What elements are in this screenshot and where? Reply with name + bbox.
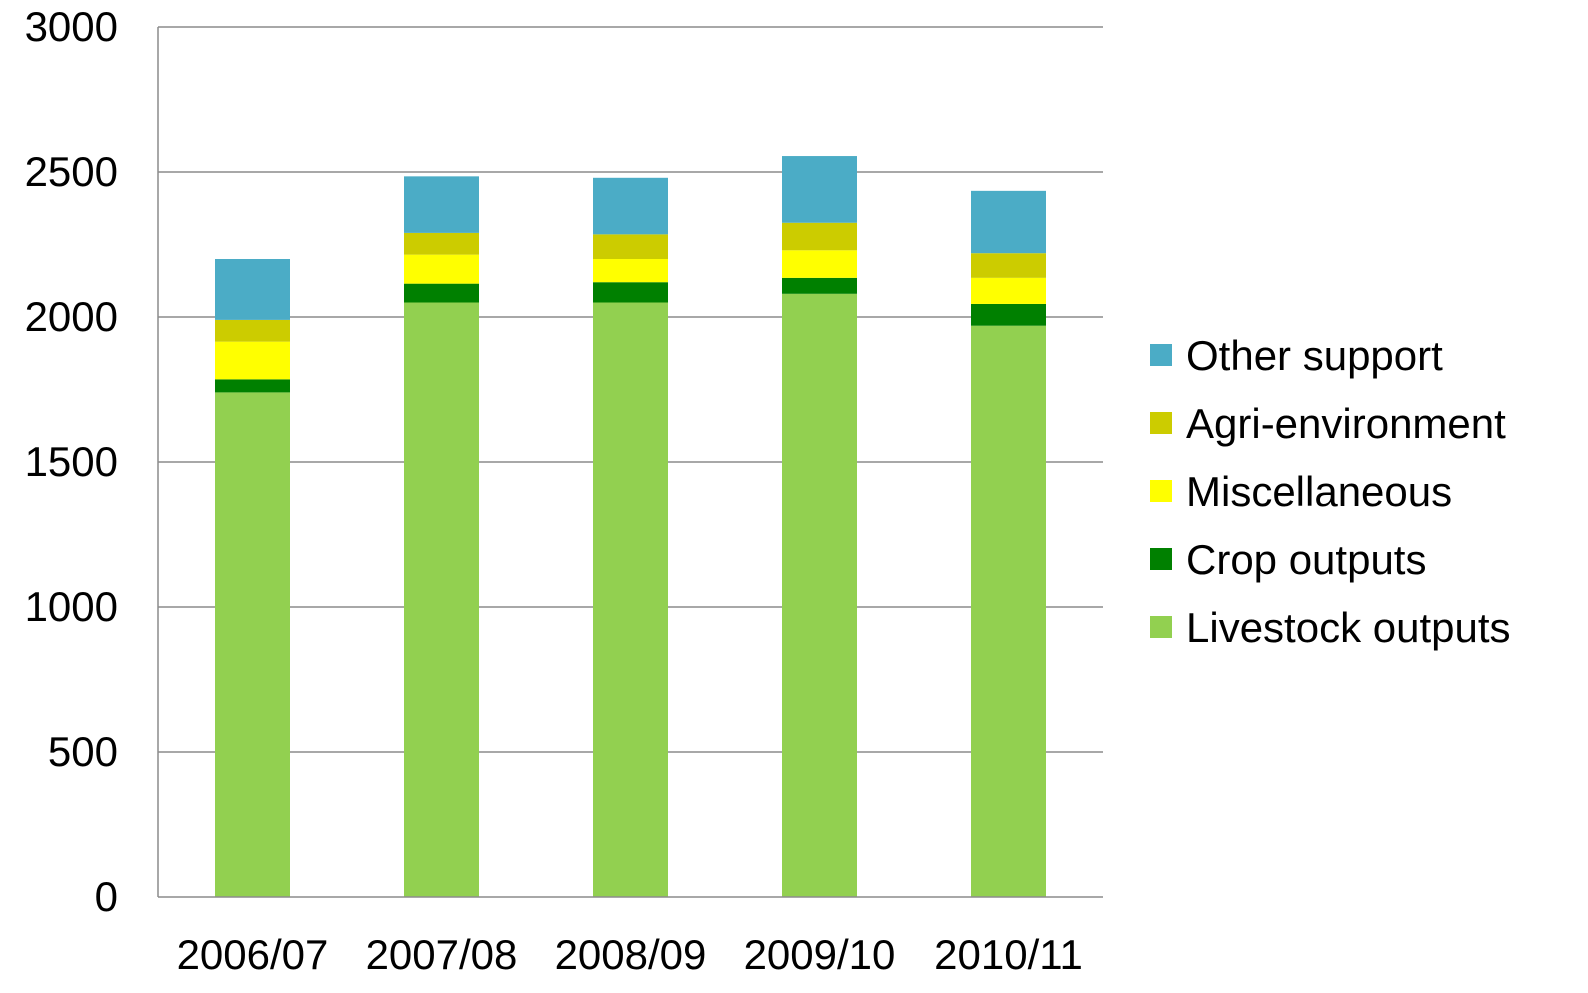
y-axis-ticks: 0 500 1000 1500 2000 2500 3000 [25, 3, 118, 920]
bar-other-support-2007-08 [404, 176, 479, 233]
legend-label-agri-environment: Agri-environment [1186, 400, 1506, 447]
bar-crop-outputs-2006-07 [215, 379, 290, 393]
bar-other-support-2006-07 [215, 259, 290, 320]
y-tick-label-0: 0 [95, 873, 118, 920]
bar-other-support-2008-09 [593, 177, 668, 235]
bar-agri-environment-2009-10 [782, 222, 857, 251]
y-tick-label-3000: 3000 [25, 3, 118, 50]
axes [157, 27, 1103, 898]
legend-label-livestock-outputs: Livestock outputs [1186, 604, 1511, 651]
x-tick-label-2006-07: 2006/07 [177, 931, 329, 978]
legend-item-agri-environment: Agri-environment [1150, 400, 1506, 447]
bar-agri-environment-2010-11 [971, 253, 1046, 278]
legend-swatch-miscellaneous [1150, 480, 1172, 502]
legend-item-crop-outputs: Crop outputs [1150, 536, 1426, 583]
x-tick-label-2007-08: 2007/08 [366, 931, 518, 978]
legend-item-miscellaneous: Miscellaneous [1150, 468, 1452, 515]
bar-crop-outputs-2007-08 [404, 283, 479, 303]
bar-crop-outputs-2010-11 [971, 303, 1046, 326]
bar-miscellaneous-2006-07 [215, 341, 290, 380]
bar-miscellaneous-2007-08 [404, 254, 479, 284]
y-tick-label-2500: 2500 [25, 148, 118, 195]
x-axis-ticks: 2006/07 2007/08 2008/09 2009/10 2010/11 [177, 931, 1083, 978]
bars [215, 156, 1046, 897]
bar-miscellaneous-2008-09 [593, 259, 668, 283]
bar-livestock-outputs-2006-07 [215, 392, 290, 897]
bar-crop-outputs-2008-09 [593, 282, 668, 303]
legend-swatch-agri-environment [1150, 412, 1172, 434]
legend: Other support Agri-environment Miscellaneo… [1150, 332, 1511, 651]
legend-swatch-livestock-outputs [1150, 616, 1172, 638]
legend-item-livestock-outputs: Livestock outputs [1150, 604, 1511, 651]
legend-label-miscellaneous: Miscellaneous [1186, 468, 1452, 515]
legend-swatch-other-support [1150, 344, 1172, 366]
bar-other-support-2010-11 [971, 190, 1046, 254]
bar-agri-environment-2007-08 [404, 232, 479, 255]
x-tick-label-2008-09: 2008/09 [555, 931, 707, 978]
bar-miscellaneous-2010-11 [971, 277, 1046, 304]
y-tick-label-1000: 1000 [25, 583, 118, 630]
bar-miscellaneous-2009-10 [782, 250, 857, 278]
legend-label-other-support: Other support [1186, 332, 1443, 379]
y-tick-label-1500: 1500 [25, 438, 118, 485]
bar-livestock-outputs-2010-11 [971, 325, 1046, 897]
x-tick-label-2010-11: 2010/11 [934, 931, 1083, 978]
bar-agri-environment-2006-07 [215, 319, 290, 342]
bar-livestock-outputs-2008-09 [593, 302, 668, 897]
bar-livestock-outputs-2007-08 [404, 302, 479, 897]
y-tick-label-500: 500 [48, 728, 118, 775]
legend-label-crop-outputs: Crop outputs [1186, 536, 1426, 583]
legend-swatch-crop-outputs [1150, 548, 1172, 570]
legend-item-other-support: Other support [1150, 332, 1443, 379]
bar-other-support-2009-10 [782, 156, 857, 223]
bar-crop-outputs-2009-10 [782, 277, 857, 294]
y-tick-label-2000: 2000 [25, 293, 118, 340]
bar-agri-environment-2008-09 [593, 234, 668, 259]
bar-livestock-outputs-2009-10 [782, 293, 857, 897]
x-tick-label-2009-10: 2009/10 [744, 931, 896, 978]
